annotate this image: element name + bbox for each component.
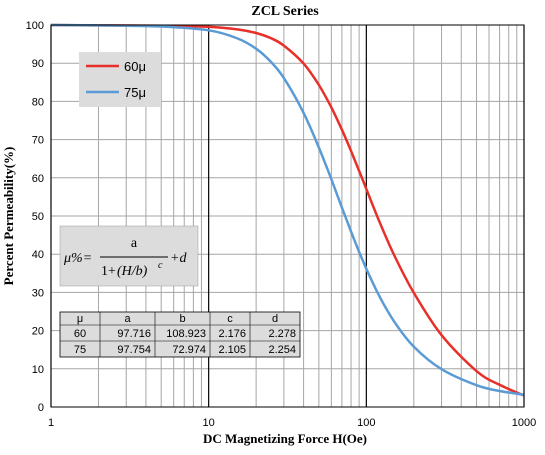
table-cell: 97.754 xyxy=(117,344,151,356)
y-tick-label: 70 xyxy=(32,135,44,147)
table-header-cell: d xyxy=(272,313,278,325)
y-tick-label: 60 xyxy=(32,173,44,185)
x-tick-label: 10 xyxy=(203,417,215,429)
y-tick-label: 0 xyxy=(38,402,44,414)
legend-label-75: 75μ xyxy=(124,85,146,100)
y-tick-label: 10 xyxy=(32,364,44,376)
formula-exponent: c xyxy=(158,260,163,271)
series-line-75 xyxy=(50,23,525,397)
legend-box xyxy=(79,52,161,107)
formula-denominator-term: (H/b) xyxy=(117,264,148,279)
coefficient-table: μ a b c d 60 97.716 108.923 2.176 2.278 75 97.754 72… xyxy=(59,311,301,358)
x-tick-label: 1 xyxy=(48,417,54,429)
y-tick-label: 90 xyxy=(32,58,44,70)
table-cell: 2.254 xyxy=(268,344,296,356)
table-header-cell: a xyxy=(124,313,131,325)
x-tick-label: 1000 xyxy=(512,417,536,429)
table-cell: 108.923 xyxy=(166,328,206,340)
formula-denominator-prefix: 1+ xyxy=(101,264,116,279)
formula-tail: +d xyxy=(170,251,187,266)
formula-lhs: μ%= xyxy=(63,251,92,266)
table-cell: 2.176 xyxy=(218,328,246,340)
x-tick-label: 100 xyxy=(357,417,375,429)
table-header-cell: c xyxy=(227,313,233,325)
table-cell: 72.974 xyxy=(172,344,206,356)
y-tick-label: 40 xyxy=(32,249,44,261)
table-header-cell: b xyxy=(179,313,185,325)
y-tick-labels: 0 10 20 30 40 50 60 70 80 90 100 xyxy=(26,20,44,414)
formula-background xyxy=(59,225,199,287)
formula-numerator: a xyxy=(131,236,138,251)
table-cell: 2.278 xyxy=(268,328,296,340)
table-cell: 97.716 xyxy=(117,328,151,340)
y-tick-label: 100 xyxy=(26,20,44,32)
y-tick-label: 30 xyxy=(32,287,44,299)
series-layer xyxy=(50,23,525,397)
legend-label-60: 60μ xyxy=(124,59,146,74)
table-header-cell: μ xyxy=(77,313,83,325)
x-axis-label: DC Magnetizing Force H(Oe) xyxy=(203,431,367,446)
series-line-60 xyxy=(50,23,525,397)
legend: 60μ 75μ xyxy=(79,52,161,107)
y-axis-label: Percent Permeability(%) xyxy=(1,147,16,286)
table-cell: 60 xyxy=(74,328,86,340)
y-tick-label: 20 xyxy=(32,326,44,338)
x-tick-labels: 1 10 100 1000 xyxy=(48,417,536,429)
y-tick-label: 50 xyxy=(32,211,44,223)
table-cell: 75 xyxy=(74,344,86,356)
formula-box: μ%= a 1+ (H/b) c +d xyxy=(59,225,199,287)
y-tick-label: 80 xyxy=(32,96,44,108)
chart-title: ZCL Series xyxy=(251,4,319,19)
table-cell: 2.105 xyxy=(218,344,246,356)
plot-border xyxy=(50,24,525,408)
